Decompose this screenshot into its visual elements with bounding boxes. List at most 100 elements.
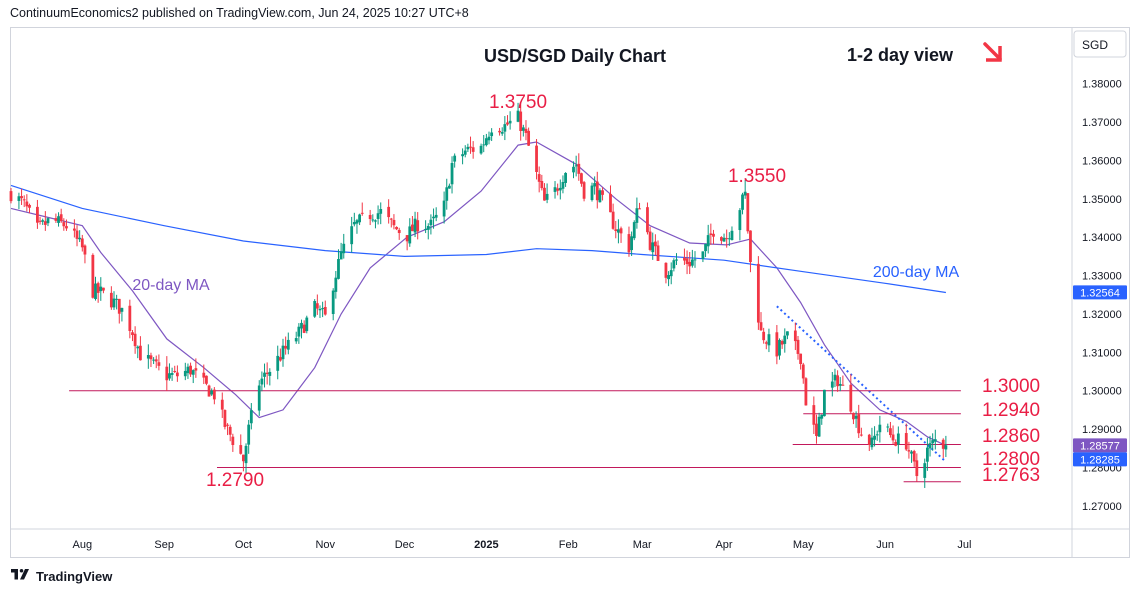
candle — [931, 433, 935, 451]
price-tick-label: 1.30000 — [1082, 386, 1122, 398]
candle — [170, 367, 174, 381]
candle — [889, 421, 892, 438]
candle — [387, 199, 391, 224]
candle — [786, 331, 789, 340]
price-tick-label: 1.37000 — [1082, 117, 1122, 129]
candle — [337, 249, 340, 280]
candle — [128, 299, 132, 339]
candle — [572, 161, 575, 179]
candle — [191, 369, 195, 384]
candle — [157, 354, 161, 371]
candle — [479, 143, 483, 155]
candle — [593, 176, 597, 195]
trendline — [776, 305, 947, 463]
candle — [886, 423, 890, 433]
candle — [59, 208, 63, 223]
candle — [434, 207, 438, 222]
candle — [389, 217, 393, 228]
candle — [558, 179, 562, 200]
candle — [540, 174, 544, 191]
candle — [484, 133, 488, 147]
candle — [57, 212, 60, 227]
candle — [278, 348, 282, 362]
candle — [693, 251, 697, 268]
candle — [175, 365, 179, 382]
candle — [313, 299, 317, 318]
price-tick-label: 1.38000 — [1082, 79, 1122, 91]
candle — [667, 271, 670, 287]
svg-text:1.32564: 1.32564 — [1080, 287, 1120, 299]
candle — [471, 141, 475, 159]
candle — [923, 458, 927, 488]
candle — [25, 194, 29, 212]
candle — [894, 439, 898, 447]
level-label: 1.3000 — [982, 376, 1040, 397]
currency-box[interactable]: SGD — [1073, 30, 1127, 58]
candle — [300, 319, 303, 339]
candle — [302, 320, 306, 334]
ma-label: 20-day MA — [132, 277, 210, 294]
candle — [43, 211, 47, 231]
candle — [146, 344, 150, 369]
candle — [609, 185, 612, 213]
level-label: 1.2800 — [982, 449, 1040, 470]
time-tick-label: 2025 — [474, 539, 498, 551]
candle — [207, 384, 211, 397]
candle — [249, 403, 253, 430]
candle — [683, 248, 686, 265]
price-tick-label: 1.33000 — [1082, 271, 1122, 283]
candle — [139, 336, 142, 361]
candle — [223, 409, 227, 430]
candle — [830, 371, 834, 397]
candle — [392, 214, 396, 230]
candle — [411, 215, 414, 232]
candle — [690, 249, 694, 268]
candle — [796, 335, 800, 360]
candle — [463, 145, 467, 158]
candle — [154, 355, 158, 369]
candle — [535, 139, 538, 180]
candle — [582, 180, 586, 202]
price-tick-label: 1.29000 — [1082, 424, 1122, 436]
price-tick-label: 1.32000 — [1082, 309, 1122, 321]
candle — [321, 301, 325, 318]
candle — [912, 449, 916, 467]
candle — [231, 433, 235, 452]
candle — [859, 427, 863, 437]
lines-layer — [10, 141, 947, 463]
time-tick-label: Feb — [559, 539, 578, 551]
candle — [741, 192, 744, 215]
candle — [564, 172, 567, 187]
candle — [688, 251, 692, 275]
candle — [519, 102, 523, 141]
candle — [617, 219, 620, 244]
time-tick-label: Aug — [73, 539, 93, 551]
candle — [574, 155, 578, 177]
candle — [397, 227, 401, 240]
candles-layer — [9, 102, 948, 488]
candle — [669, 262, 673, 285]
swing-label: 1.3750 — [489, 92, 547, 113]
time-tick-label: Apr — [715, 539, 732, 551]
candle — [165, 356, 169, 391]
candle — [350, 216, 354, 253]
candle — [725, 229, 729, 248]
candle — [257, 380, 261, 416]
swing-label: 1.2790 — [206, 470, 264, 491]
candle — [355, 218, 359, 234]
candle — [447, 183, 451, 189]
candle — [598, 188, 602, 203]
candle — [941, 438, 945, 458]
candle — [630, 231, 634, 256]
candle — [944, 435, 948, 457]
candle — [152, 357, 156, 365]
candle — [442, 191, 446, 224]
candle — [891, 425, 895, 445]
view-label: 1-2 day view — [847, 45, 954, 65]
candle — [506, 115, 509, 126]
candle — [94, 276, 97, 301]
candle — [331, 288, 335, 321]
time-tick-label: Sep — [154, 539, 174, 551]
